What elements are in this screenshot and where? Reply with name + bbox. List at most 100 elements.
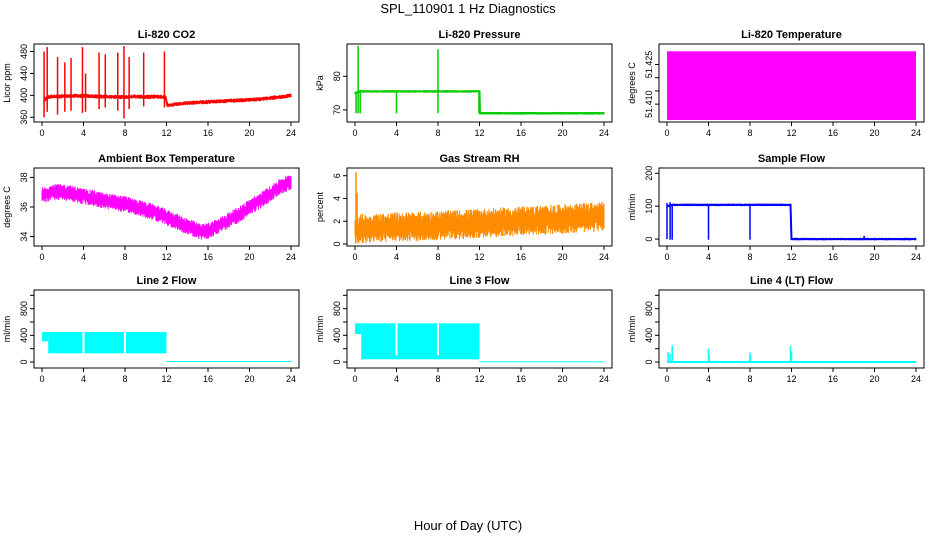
y-tick-label: 400: [332, 328, 342, 343]
figure-x-axis-label: Hour of Day (UTC): [413, 518, 523, 533]
y-axis-label: degrees C: [2, 186, 12, 228]
data-layer: [43, 46, 292, 119]
panel-title: Ambient Box Temperature: [98, 153, 235, 165]
y-tick-label: 51.425: [644, 51, 654, 79]
x-tick-label: 0: [352, 252, 357, 262]
y-tick-label: 200: [644, 166, 654, 181]
panel-title: Li-820 Pressure: [439, 29, 521, 41]
y-tick-label: 34: [19, 232, 29, 242]
y-tick-label: 800: [332, 301, 342, 316]
x-tick-label: 12: [161, 252, 171, 262]
x-tick-label: 20: [244, 252, 254, 262]
x-tick-label: 16: [828, 128, 838, 138]
data-series-line: [354, 215, 605, 231]
x-tick-label: 4: [394, 374, 399, 384]
plot-frame: [33, 43, 300, 123]
x-tick-label: 12: [474, 252, 484, 262]
panel-6: Sample Flow ml/min 0 4 8 12 16 20 24 0 100 200: [627, 153, 925, 262]
x-tick-label: 8: [435, 128, 440, 138]
x-tick-label: 24: [911, 374, 921, 384]
x-tick-label: 0: [39, 128, 44, 138]
data-layer: [354, 46, 605, 115]
x-tick-label: 4: [81, 128, 86, 138]
plot-frame: [33, 289, 300, 369]
x-tick-label: 0: [664, 252, 669, 262]
x-tick-label: 24: [911, 128, 921, 138]
y-tick-label: 480: [19, 44, 29, 59]
x-tick-label: 16: [828, 252, 838, 262]
x-tick-label: 16: [203, 128, 213, 138]
x-tick-label: 12: [474, 128, 484, 138]
panel-7: Line 2 Flow ml/min 0 4 8 12 16 20 24 0 400 800: [2, 275, 300, 384]
data-series-line: [666, 203, 916, 241]
y-tick-label: 2: [332, 219, 342, 224]
x-tick-label: 20: [869, 374, 879, 384]
x-tick-label: 12: [786, 252, 796, 262]
x-tick-label: 0: [664, 128, 669, 138]
y-tick-label: 800: [19, 301, 29, 316]
y-tick-label: 0: [19, 359, 29, 364]
data-gap: [395, 295, 398, 356]
x-tick-label: 24: [286, 374, 296, 384]
data-gap: [124, 295, 126, 356]
x-tick-label: 20: [244, 374, 254, 384]
y-tick-label: 36: [19, 202, 29, 212]
data-block: [48, 332, 167, 354]
panel-title: Gas Stream RH: [439, 153, 519, 165]
x-tick-label: 8: [747, 128, 752, 138]
y-axis-label: ml/min: [627, 194, 637, 221]
y-tick-label: 400: [19, 88, 29, 103]
y-axis-label: Licor ppm: [2, 63, 12, 103]
y-tick-label: 360: [19, 110, 29, 125]
data-block: [42, 332, 49, 342]
x-tick-label: 4: [706, 128, 711, 138]
plot-frame: [33, 167, 300, 247]
x-tick-label: 16: [516, 128, 526, 138]
y-tick-label: 51.410: [644, 90, 654, 118]
x-tick-label: 12: [474, 374, 484, 384]
x-tick-label: 8: [747, 252, 752, 262]
x-tick-label: 24: [599, 374, 609, 384]
x-tick-label: 4: [394, 128, 399, 138]
data-fill: [667, 51, 916, 120]
y-tick-label: 0: [332, 359, 342, 364]
x-tick-label: 4: [394, 252, 399, 262]
x-tick-label: 8: [435, 374, 440, 384]
panel-title: Sample Flow: [758, 153, 826, 165]
y-axis-label: ml/min: [2, 316, 12, 343]
panel-8: Line 3 Flow ml/min 0 4 8 12 16 20 24 0 400 800: [315, 275, 613, 384]
data-series-line: [43, 94, 292, 107]
y-tick-label: 0: [644, 359, 654, 364]
x-tick-label: 12: [786, 374, 796, 384]
y-tick-label: 0: [332, 241, 342, 246]
y-axis-label: degrees C: [627, 62, 637, 104]
x-tick-label: 24: [286, 128, 296, 138]
x-tick-label: 4: [706, 374, 711, 384]
x-tick-label: 24: [911, 252, 921, 262]
y-tick-label: 800: [644, 301, 654, 316]
x-tick-label: 24: [599, 128, 609, 138]
panel-3: Li-820 Temperature degrees C 0 4 8 12 16 20 24 51…: [627, 29, 925, 138]
x-tick-label: 12: [161, 374, 171, 384]
x-tick-label: 4: [81, 252, 86, 262]
y-tick-label: 400: [19, 328, 29, 343]
x-tick-label: 24: [599, 252, 609, 262]
x-tick-label: 16: [203, 252, 213, 262]
panel-title: Line 2 Flow: [137, 275, 197, 287]
data-layer: [666, 202, 917, 241]
panel-2: Li-820 Pressure kPa 0 4 8 12 16 20 24 70 80: [315, 29, 613, 138]
x-tick-label: 4: [706, 252, 711, 262]
x-tick-label: 4: [81, 374, 86, 384]
y-tick-label: 100: [644, 199, 654, 214]
y-tick-label: 80: [332, 71, 342, 81]
x-tick-label: 16: [828, 374, 838, 384]
data-gap: [437, 295, 439, 356]
panel-9: Line 4 (LT) Flow ml/min 0 4 8 12 16 20 24 0 400 800: [627, 275, 925, 384]
data-block: [361, 323, 480, 360]
panel-title: Li-820 CO2: [138, 29, 195, 41]
x-tick-label: 20: [557, 374, 567, 384]
data-tail: [479, 361, 604, 363]
x-tick-label: 20: [869, 128, 879, 138]
